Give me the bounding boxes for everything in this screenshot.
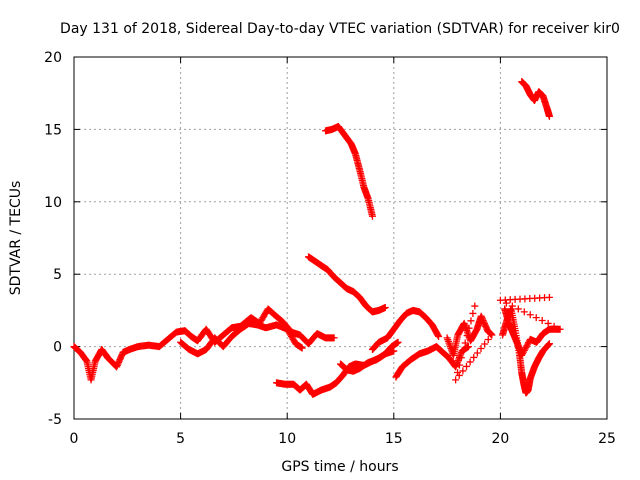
- data-point: [463, 362, 471, 370]
- data-point: [473, 349, 481, 357]
- series-baseline-drift: [70, 305, 338, 384]
- data-point: [471, 302, 479, 310]
- data-point: [470, 353, 478, 361]
- data-point: [556, 325, 564, 333]
- data-point: [452, 376, 460, 384]
- data-point: [520, 308, 528, 316]
- data-point: [298, 344, 306, 352]
- plot-frame: [73, 56, 608, 420]
- chart-title: Day 131 of 2018, Sidereal Day-to-day VTE…: [60, 21, 620, 37]
- data-point: [545, 340, 553, 348]
- data-point: [466, 358, 474, 366]
- data-point: [526, 311, 534, 319]
- series-bump-15-16: [368, 306, 443, 353]
- series-rising-arc-upper: [337, 338, 402, 375]
- y-tick-label: 5: [53, 267, 62, 283]
- series-spread-20-22: [496, 293, 564, 359]
- series-scatter-17-20: [443, 302, 496, 384]
- series-baseline-lower: [177, 319, 306, 358]
- data-point: [464, 343, 472, 351]
- data-point: [459, 346, 467, 354]
- series-descending-arc-high: [322, 123, 376, 220]
- series-high-arc-21-22: [518, 78, 553, 120]
- data-marks: [70, 78, 564, 398]
- y-tick-label: 20: [44, 50, 62, 66]
- data-point: [455, 361, 463, 369]
- data-point: [469, 309, 477, 317]
- y-tick-label: 10: [44, 195, 62, 211]
- x-tick-label: 20: [491, 431, 509, 447]
- data-point: [394, 338, 402, 346]
- y-tick-label: -5: [48, 412, 62, 428]
- data-point: [484, 336, 492, 344]
- data-point: [550, 322, 558, 330]
- data-point: [457, 354, 465, 362]
- data-point: [544, 319, 552, 327]
- data-point: [330, 334, 338, 342]
- x-tick-label: 25: [598, 431, 616, 447]
- data-point: [435, 332, 443, 340]
- data-point: [465, 324, 473, 332]
- data-point: [502, 299, 510, 307]
- data-point: [538, 317, 546, 325]
- x-tick-label: 10: [278, 431, 296, 447]
- data-point: [545, 112, 553, 120]
- x-tick-label: 15: [385, 431, 403, 447]
- series-descending-arc-mid: [305, 253, 389, 316]
- y-axis-label: SDTVAR / TECUs: [8, 181, 24, 296]
- data-point: [461, 339, 469, 347]
- data-point: [532, 314, 540, 322]
- y-tick-label: 15: [44, 122, 62, 138]
- y-tick-label: 0: [53, 340, 62, 356]
- data-point: [381, 304, 389, 312]
- data-point: [508, 302, 516, 310]
- data-point: [514, 305, 522, 313]
- series-dip-15-17: [392, 343, 472, 381]
- data-point: [467, 317, 475, 325]
- data-point: [481, 340, 489, 348]
- data-point: [463, 332, 471, 340]
- data-point: [477, 344, 485, 352]
- axis-ticks: 0 5 10 15 20 25 -5 0 5 10 15 20: [44, 50, 616, 447]
- data-point: [459, 367, 467, 375]
- data-point: [488, 331, 496, 339]
- x-axis-label: GPS time / hours: [281, 459, 398, 475]
- data-point: [368, 212, 376, 220]
- data-point: [454, 369, 462, 377]
- x-tick-label: 0: [70, 431, 79, 447]
- data-point: [545, 293, 553, 301]
- x-tick-label: 5: [176, 431, 185, 447]
